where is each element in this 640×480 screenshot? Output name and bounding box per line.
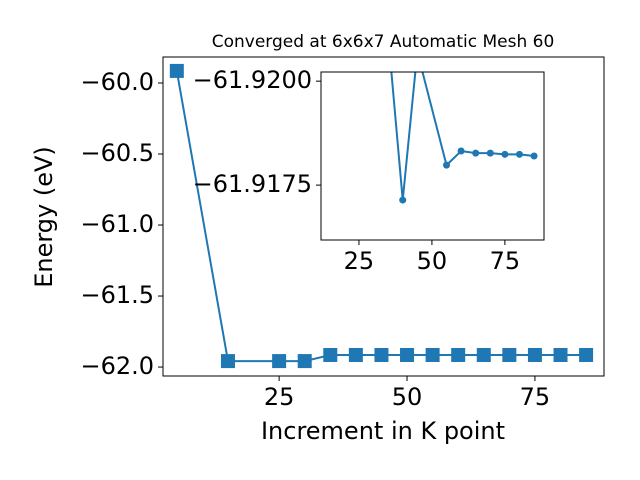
marker	[527, 347, 542, 362]
y-axis-label: Energy (eV)	[30, 146, 58, 288]
marker	[451, 347, 466, 362]
marker	[530, 152, 538, 160]
y-tick-label: −61.9200	[193, 66, 312, 94]
series-line	[390, 72, 535, 201]
marker	[272, 354, 287, 369]
marker	[297, 354, 312, 369]
y-tick-label: −61.5	[80, 281, 154, 309]
marker	[553, 347, 568, 362]
marker	[323, 347, 338, 362]
marker	[476, 347, 491, 362]
marker	[374, 347, 389, 362]
marker	[502, 347, 517, 362]
marker	[220, 354, 235, 369]
y-tick-label: −62.0	[80, 352, 154, 380]
x-tick-label: 50	[392, 383, 423, 411]
marker	[501, 150, 509, 158]
y-tick-label: −60.0	[80, 68, 154, 96]
marker	[348, 347, 363, 362]
marker	[169, 63, 184, 78]
marker	[399, 196, 407, 204]
y-tick-label: −61.9175	[193, 170, 312, 198]
plot-frame	[162, 56, 605, 377]
marker	[400, 347, 415, 362]
x-tick-label: 75	[520, 383, 551, 411]
marker	[443, 161, 451, 169]
x-tick-label: 25	[264, 383, 295, 411]
x-tick-label: 50	[417, 247, 448, 275]
marker	[579, 347, 594, 362]
marker	[515, 150, 523, 158]
marker	[486, 149, 494, 157]
chart-title: Converged at 6x6x7 Automatic Mesh 60	[212, 32, 555, 52]
marker	[457, 147, 465, 155]
x-tick-label: 25	[344, 247, 375, 275]
x-axis-label: Increment in K point	[261, 417, 505, 445]
y-tick-label: −60.5	[80, 139, 154, 167]
plot-background	[321, 72, 544, 240]
marker	[425, 347, 440, 362]
x-tick-label: 75	[490, 247, 521, 275]
plot-frame	[320, 71, 545, 241]
y-tick-label: −61.0	[80, 210, 154, 238]
marker	[472, 149, 480, 157]
